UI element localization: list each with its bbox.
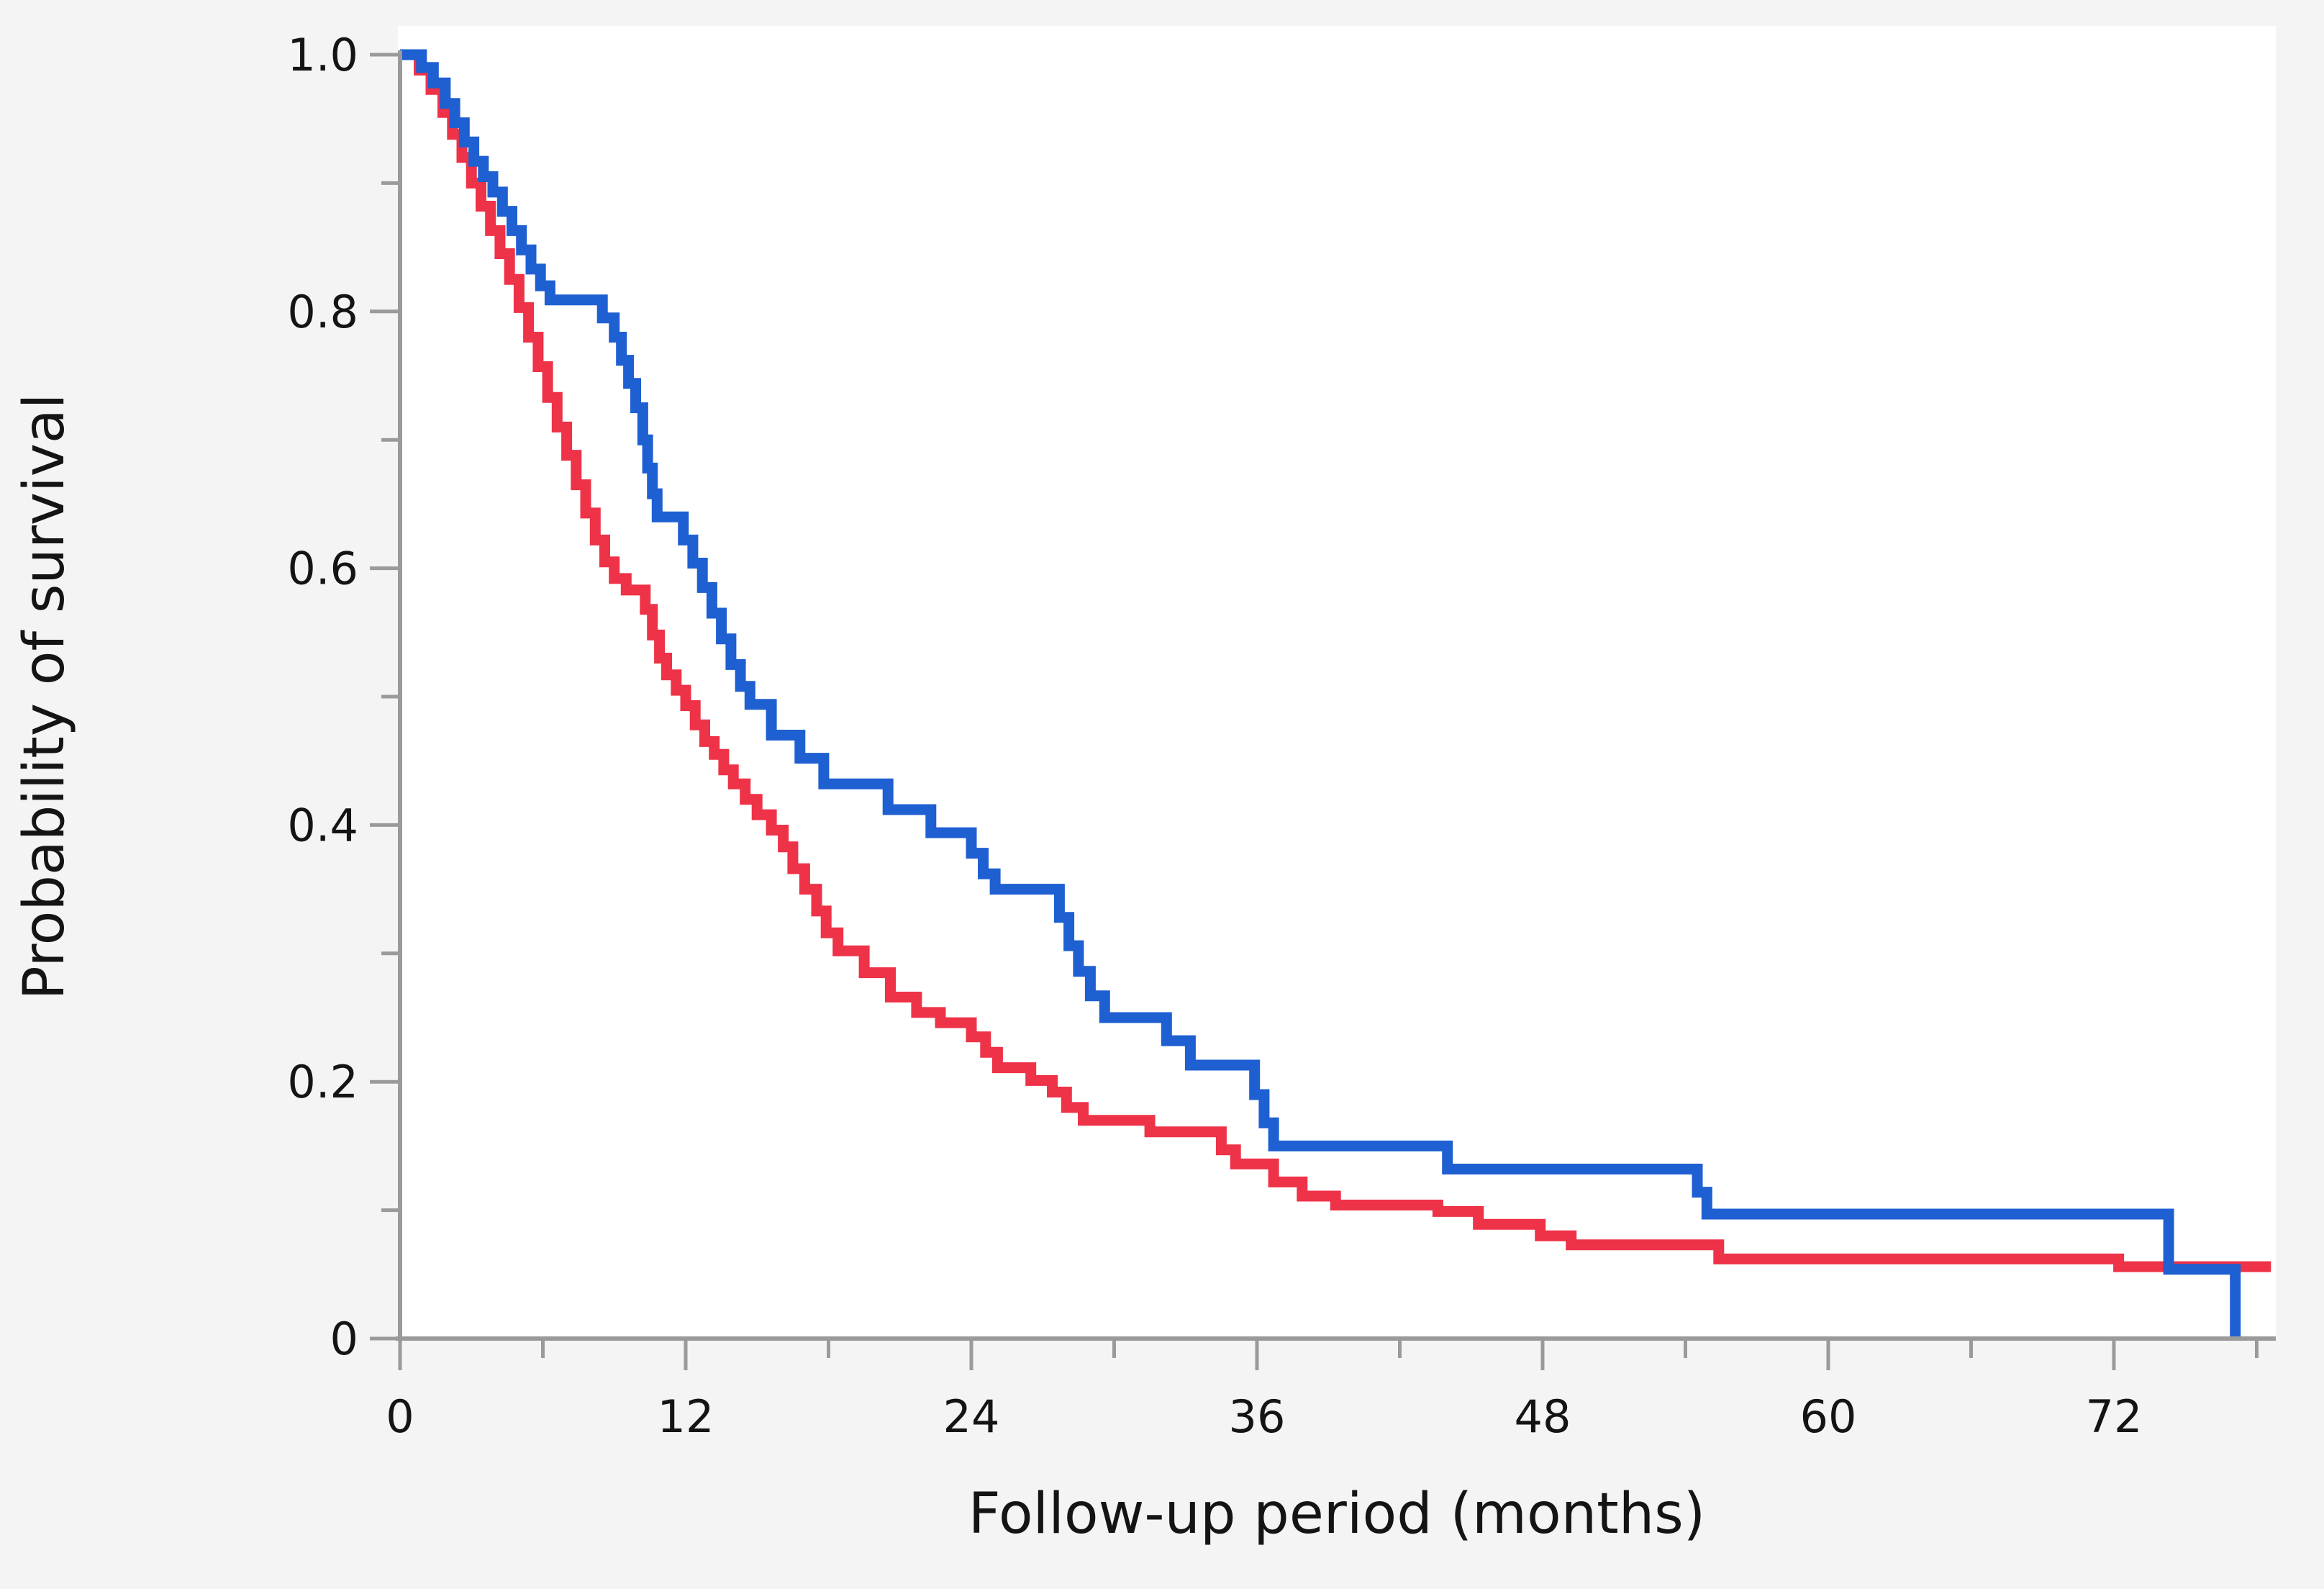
y-tick-label: 0.6 — [287, 543, 358, 595]
red-curve — [400, 49, 2271, 1272]
x-axis-label: Follow-up period (months) — [968, 1482, 1705, 1547]
x-tick-label: 12 — [658, 1390, 714, 1443]
blue-curve — [400, 49, 2241, 1339]
x-tick-label: 24 — [943, 1390, 1000, 1443]
y-tick-label: 0.4 — [287, 799, 358, 851]
x-tick-label: 48 — [1515, 1390, 1571, 1443]
y-tick-label: 0.2 — [287, 1056, 358, 1108]
y-tick-label: 1.0 — [287, 29, 358, 81]
survival-curves — [400, 49, 2271, 1339]
y-tick-label: 0 — [330, 1313, 358, 1365]
axis-lines — [396, 50, 2276, 1341]
x-tick-label: 72 — [2086, 1390, 2143, 1443]
x-tick-label: 0 — [386, 1390, 414, 1443]
axis-ticks — [370, 53, 2259, 1370]
x-tick-label: 36 — [1229, 1390, 1286, 1443]
y-tick-label: 0.8 — [287, 286, 358, 338]
tick-labels: 0 12 24 36 48 60 72 1.0 0.8 0.6 0.4 0.2 0 — [287, 29, 2142, 1443]
y-axis-label: Probability of survival — [12, 394, 77, 1000]
x-tick-label: 60 — [1800, 1390, 1857, 1443]
plot-area — [398, 26, 2276, 1341]
